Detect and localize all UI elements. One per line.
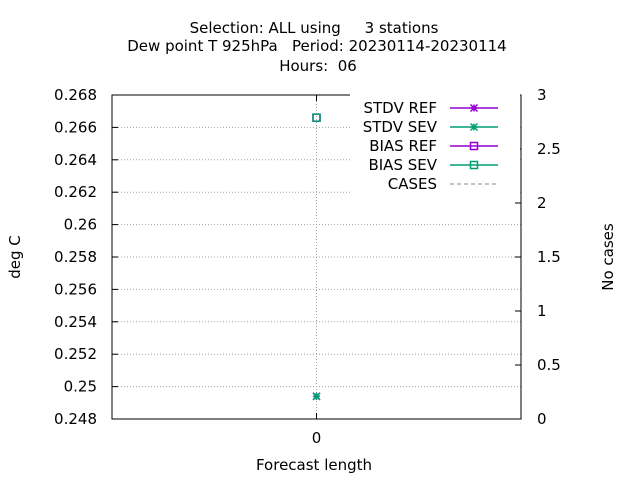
legend-label-bias-sev: BIAS SEV <box>368 156 437 174</box>
y-tick-label: 0.264 <box>54 151 97 169</box>
x-axis-label: Forecast length <box>256 456 372 474</box>
y-tick-label: 0.26 <box>64 216 97 234</box>
data-points <box>312 113 321 401</box>
data-point-bias-ref <box>312 113 321 122</box>
data-point-bias-sev <box>312 113 321 122</box>
y-axis: 0.248 0.25 0.252 0.254 0.256 0.258 0.26 0.262 0.… <box>54 86 118 428</box>
y-tick-label: 0.262 <box>54 183 97 201</box>
y-tick-label: 0.254 <box>54 313 97 331</box>
y-tick-label: 0.266 <box>54 118 97 136</box>
y2-tick-label: 0.5 <box>537 356 561 374</box>
y-tick-label: 0.25 <box>64 378 97 396</box>
legend-background <box>350 94 520 195</box>
title-line-1: Selection: ALL using 3 stations <box>190 19 439 37</box>
title-line-2: Dew point T 925hPa Period: 20230114-2023… <box>127 37 506 55</box>
y-tick-label: 0.256 <box>54 280 97 298</box>
y-axis-label: deg C <box>6 235 24 279</box>
y2-tick-label: 3 <box>537 86 547 104</box>
y2-axis-label: No cases <box>599 223 617 291</box>
legend-label-stdv-sev: STDV SEV <box>363 118 438 136</box>
legend-marker-bias-sev <box>469 160 479 170</box>
y2-tick-label: 0 <box>537 410 547 428</box>
legend-label-stdv-ref: STDV REF <box>363 99 437 117</box>
legend-marker-bias-ref <box>469 141 479 151</box>
y2-tick-label: 1.5 <box>537 248 561 266</box>
title-line-3: Hours: 06 <box>279 57 357 75</box>
y2-tick-label: 2.5 <box>537 140 561 158</box>
y2-tick-label: 2 <box>537 194 547 212</box>
legend-label-cases: CASES <box>388 175 437 193</box>
legend-label-bias-ref: BIAS REF <box>369 137 437 155</box>
y-tick-label: 0.268 <box>54 86 97 104</box>
y-tick-label: 0.252 <box>54 345 97 363</box>
y2-tick-label: 1 <box>537 302 547 320</box>
x-tick-label: 0 <box>312 429 322 447</box>
chart-title: Selection: ALL using 3 stations Dew poin… <box>127 19 506 75</box>
x-axis: 0 <box>312 95 322 447</box>
y-tick-label: 0.258 <box>54 248 97 266</box>
grid-lines <box>112 95 521 419</box>
y-tick-label: 0.248 <box>54 410 97 428</box>
y2-axis: 0 0.5 1 1.5 2 2.5 3 <box>515 86 561 428</box>
plot-frame <box>111 94 522 420</box>
